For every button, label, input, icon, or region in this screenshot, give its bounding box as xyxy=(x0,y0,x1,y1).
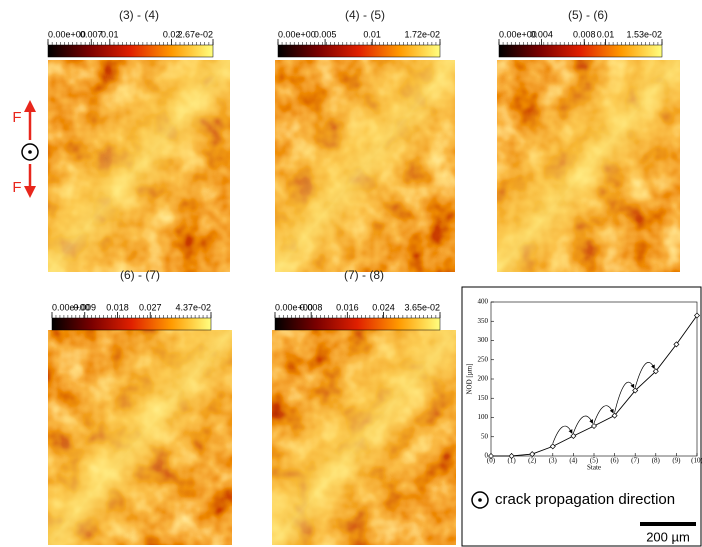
colorbar-tick-label: 0.016 xyxy=(336,302,359,312)
colorbar-tick-label: 0.00e+00 xyxy=(275,302,313,312)
data-point xyxy=(508,453,515,459)
colorbar-tick-label: 0.018 xyxy=(106,302,129,312)
y-tick-label: 400 xyxy=(478,298,489,306)
colorbar-tick-label: 2.67e-02 xyxy=(177,29,213,39)
force-label: F xyxy=(12,109,21,126)
panel-title: (7) - (8) xyxy=(344,268,384,282)
colorbar xyxy=(274,317,441,331)
colorbar-tick-label: 0.02 xyxy=(163,29,181,39)
x-tick-label: (0) xyxy=(487,457,496,465)
colorbar-tick-label: 0.027 xyxy=(139,302,162,312)
heatmap-band xyxy=(272,330,456,545)
chart-frame xyxy=(461,286,702,547)
x-tick-label: (5) xyxy=(590,457,599,465)
colorbar-tick-label: 0.008 xyxy=(300,302,323,312)
y-tick-label: 350 xyxy=(478,317,489,325)
scale-bar-label: 200 µm xyxy=(646,529,690,544)
colorbar xyxy=(498,44,663,58)
force-label: F xyxy=(12,179,21,196)
colorbar-tick-label: 0.008 xyxy=(573,29,596,39)
y-tick-label: 150 xyxy=(478,394,489,402)
x-tick-label: (3) xyxy=(549,457,558,465)
colorbar xyxy=(51,317,212,331)
colorbar xyxy=(277,44,441,58)
colorbar-tick-label: 0.00e+00 xyxy=(499,29,537,39)
data-point xyxy=(694,312,700,319)
x-tick-label: (4) xyxy=(569,457,578,465)
colorbar-tick-label: 1.53e-02 xyxy=(626,29,662,39)
y-tick-label: 50 xyxy=(481,432,489,440)
data-point xyxy=(488,453,494,459)
panel-title: (5) - (6) xyxy=(568,8,608,22)
panel-title: (6) - (7) xyxy=(120,268,160,282)
heatmap-band xyxy=(48,330,232,545)
colorbar-tick-label: 0.01 xyxy=(101,29,119,39)
legend-text: crack propagation direction xyxy=(495,491,675,508)
dot xyxy=(28,150,32,154)
data-point xyxy=(529,451,536,458)
colorbar-tick-label: 0.00e+00 xyxy=(278,29,316,39)
y-axis-label: NOD [µm] xyxy=(466,363,474,394)
force-indicator: F F xyxy=(12,100,39,198)
y-tick-label: 100 xyxy=(478,413,489,421)
colorbar-tick-label: 0.004 xyxy=(530,29,553,39)
data-point xyxy=(611,412,618,419)
x-tick-label: (10) xyxy=(691,457,702,465)
colorbar-tick-label: 0.01 xyxy=(597,29,615,39)
data-point xyxy=(570,432,577,439)
colorbar-tick-label: 0.01 xyxy=(363,29,381,39)
x-tick-label: (1) xyxy=(508,457,517,465)
y-tick-label: 250 xyxy=(478,355,489,363)
colorbar xyxy=(47,44,214,58)
colorbar-tick-label: 1.72e-02 xyxy=(404,29,440,39)
panel-title: (3) - (4) xyxy=(119,8,159,22)
y-tick-label: 0 xyxy=(485,452,489,460)
arrow-head xyxy=(24,186,36,198)
data-point xyxy=(652,368,659,375)
line-chart: 0 50 100 150 200 250 300 350 400 (0) (1) (2) (3) (4) (… xyxy=(466,298,702,472)
colorbar-tick-label: 0.007 xyxy=(80,29,103,39)
step-arrow xyxy=(614,381,635,413)
heatmap-band xyxy=(497,60,680,272)
step-arrow xyxy=(573,415,593,434)
data-point xyxy=(591,422,597,429)
step-arrow xyxy=(552,425,573,444)
colorbar-tick-label: 0.00e+00 xyxy=(48,29,86,39)
colorbar-tick-label: 0.009 xyxy=(73,302,96,312)
x-tick-label: (2) xyxy=(528,457,537,465)
x-tick-label: (6) xyxy=(611,457,620,465)
colorbar-tick-label: 0.005 xyxy=(314,29,337,39)
x-tick-label: (9) xyxy=(672,457,681,465)
y-tick-label: 200 xyxy=(478,375,489,383)
arrow-head xyxy=(24,100,36,112)
y-tick-label: 300 xyxy=(478,336,489,344)
x-tick-label: (8) xyxy=(652,457,661,465)
data-point xyxy=(673,341,680,348)
step-arrow xyxy=(593,405,614,424)
data-point xyxy=(632,387,639,394)
dot xyxy=(478,498,482,502)
data-point xyxy=(549,443,556,450)
heatmap-band xyxy=(48,60,230,272)
legend-symbol xyxy=(471,491,489,509)
panel-title: (4) - (5) xyxy=(345,8,385,22)
step-arrow xyxy=(634,362,655,388)
colorbar-tick-label: 4.37e-02 xyxy=(175,302,211,312)
colorbar-tick-label: 0.024 xyxy=(372,302,395,312)
colorbar-tick-label: 0.00e+00 xyxy=(52,302,90,312)
x-axis-label: State xyxy=(587,464,601,472)
x-tick-label: (7) xyxy=(631,457,640,465)
heatmap-band xyxy=(275,60,455,272)
colorbar-tick-label: 3.65e-02 xyxy=(404,302,440,312)
